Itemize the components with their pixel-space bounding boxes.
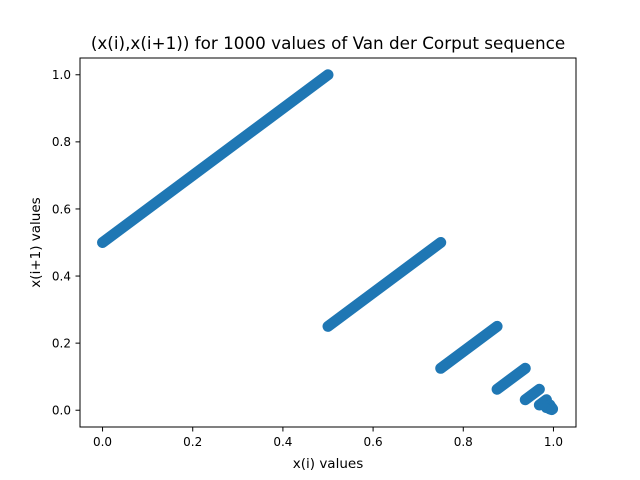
- x-tick-label: 0.0: [93, 435, 112, 449]
- y-axis-label: x(i+1) values: [28, 197, 44, 287]
- chart-title: (x(i),x(i+1)) for 1000 values of Van der…: [91, 33, 565, 53]
- scatter-series-segment-2: [322, 237, 447, 332]
- x-tick-label: 1.0: [544, 435, 563, 449]
- scatter-series-segment-6: [533, 394, 552, 411]
- scatter-series-segment-5: [519, 383, 545, 406]
- x-tick-label: 0.2: [183, 435, 202, 449]
- x-axis-ticks: 0.0 0.2 0.4 0.6 0.8 1.0: [93, 427, 563, 449]
- scatter-series-segment-9: [546, 403, 559, 416]
- y-tick-label: 0.2: [52, 336, 71, 350]
- y-axis-ticks: 0.0 0.2 0.4 0.6 0.8 1.0: [52, 68, 80, 418]
- x-tick-label: 0.6: [364, 435, 383, 449]
- scatter-series-segment-4: [491, 362, 531, 395]
- x-tick-label: 0.8: [454, 435, 473, 449]
- x-axis-label: x(i) values: [293, 456, 363, 472]
- plot-frame: [79, 57, 577, 428]
- y-tick-label: 0.4: [52, 269, 71, 283]
- y-tick-label: 0.6: [52, 202, 71, 216]
- x-tick-label: 0.4: [273, 435, 292, 449]
- y-tick-label: 0.0: [52, 404, 71, 418]
- data-points: [97, 69, 559, 416]
- y-tick-label: 1.0: [52, 68, 71, 82]
- y-tick-label: 0.8: [52, 135, 71, 149]
- scatter-series-segment-1: [97, 69, 334, 248]
- scatter-series-segment-3: [435, 320, 503, 374]
